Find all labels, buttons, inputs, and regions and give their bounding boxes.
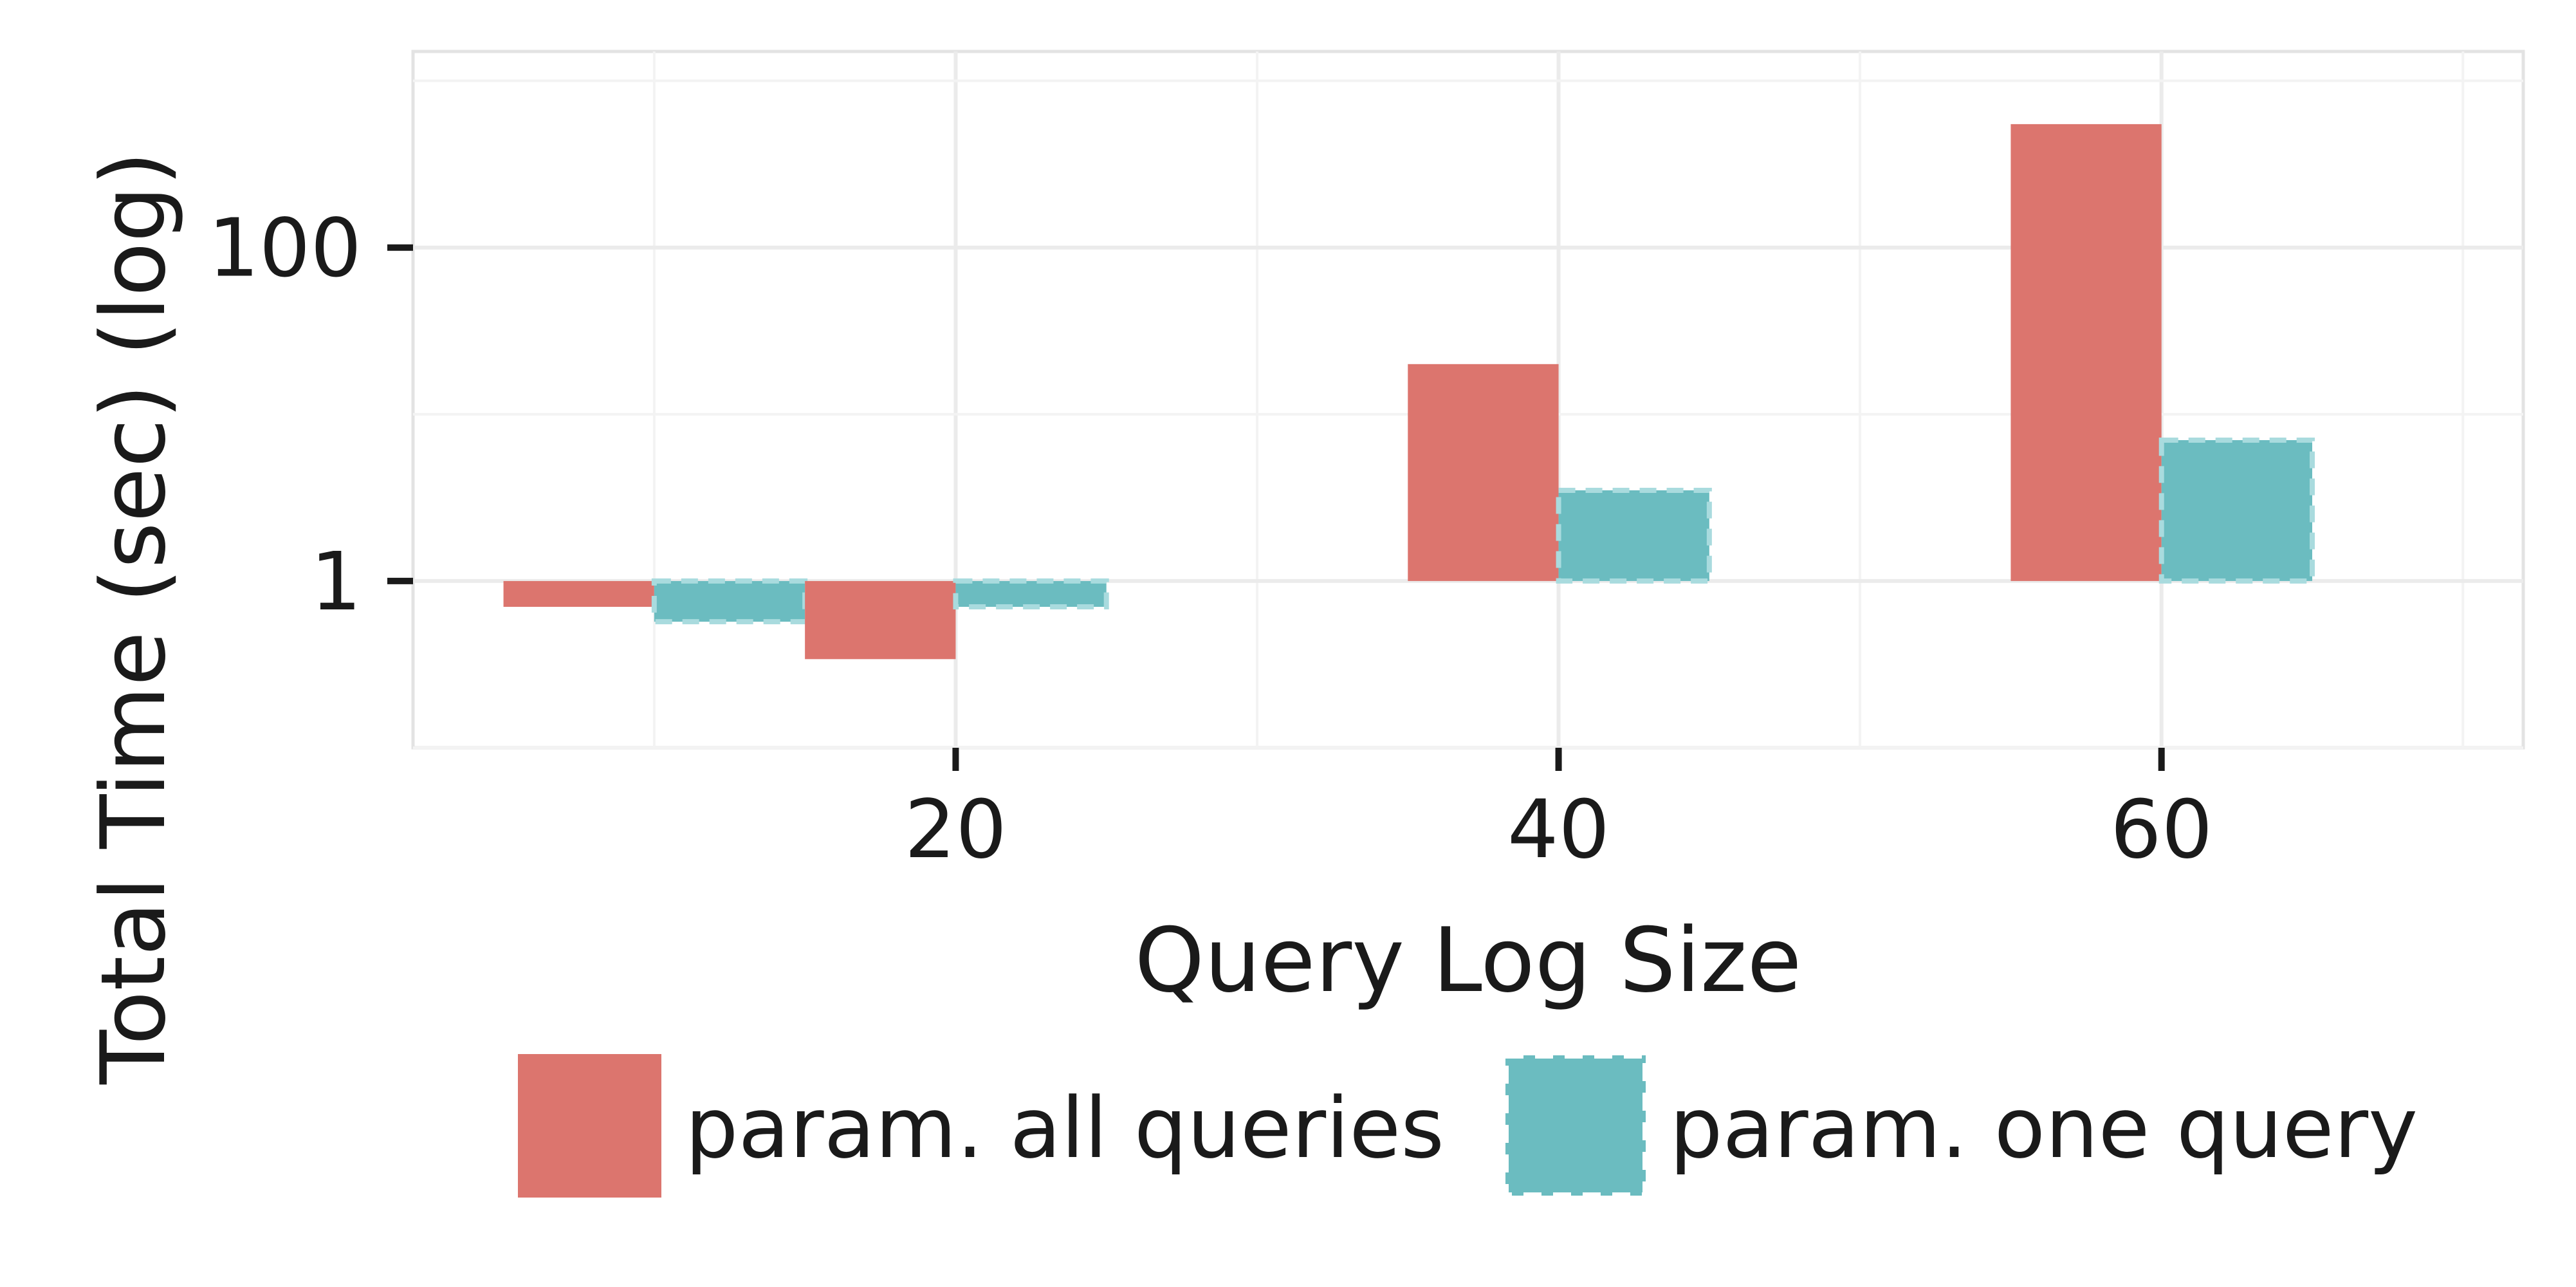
x-axis: 20 40 60 xyxy=(905,748,2213,876)
y-tick-label: 1 xyxy=(310,535,362,629)
legend-label-one-query: param. one query xyxy=(1670,1079,2418,1177)
y-axis: 1 100 xyxy=(208,202,413,629)
bar-param-one-query-40 xyxy=(1556,487,1712,584)
x-tick-label: 60 xyxy=(2110,783,2213,876)
bar-param-all-queries-40 xyxy=(1408,364,1559,581)
bar-param-one-query-10 xyxy=(651,578,808,625)
x-tick-label: 40 xyxy=(1507,783,1610,876)
x-axis-title: Query Log Size xyxy=(1135,909,1802,1012)
legend-key-one-query xyxy=(1502,1052,1649,1199)
legend-key-all-queries xyxy=(518,1054,661,1198)
bars xyxy=(503,124,2315,660)
legend: param. all queries param. one query xyxy=(518,1052,2418,1199)
y-axis-title: Total Time (sec) (log) xyxy=(82,151,185,1085)
bar-param-one-query-60 xyxy=(2158,437,2315,584)
bar-param-all-queries-60 xyxy=(2010,124,2162,581)
legend-label-all-queries: param. all queries xyxy=(685,1079,1444,1177)
bar-param-all-queries-10 xyxy=(503,580,654,607)
bar-param-all-queries-20 xyxy=(805,580,956,660)
y-tick-label: 100 xyxy=(208,202,362,295)
bar-param-one-query-20 xyxy=(953,578,1109,610)
x-tick-label: 20 xyxy=(905,783,1007,876)
